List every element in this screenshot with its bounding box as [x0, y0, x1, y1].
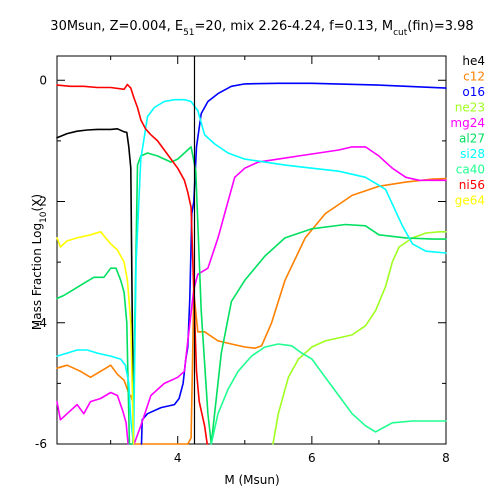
- series-line-he4: [56, 128, 135, 445]
- series-group: [56, 82, 447, 445]
- y-tick-label: -6: [35, 437, 47, 451]
- x-axis-label: M (Msun): [224, 473, 279, 487]
- title-part-end: (fin)=3.98: [407, 19, 473, 34]
- title-part-sub-51: 51: [183, 28, 194, 38]
- series-line-ca40: [210, 343, 447, 445]
- y-axis-label: Mass Fraction Log10(X): [30, 194, 49, 330]
- ticks-group: 4 6 8 -6 -4 -2 0: [35, 56, 450, 465]
- y-axis-label-group: Mass Fraction Log10(X): [30, 194, 49, 330]
- series-line-si28: [56, 98, 447, 445]
- chart-title: 30Msun, Z=0.004, E51=20, mix 2.26-4.24, …: [50, 19, 473, 38]
- legend-entry-si28: si28: [460, 147, 485, 161]
- y-label-part-sub: 10: [39, 211, 49, 223]
- legend-entry-ge64: ge64: [455, 194, 485, 208]
- y-tick-label: -4: [35, 316, 47, 330]
- series-line-ge64: [56, 231, 135, 445]
- series-line-ne23: [272, 231, 447, 445]
- y-tick-label: -2: [35, 195, 47, 209]
- plot-frame: [56, 55, 447, 445]
- y-label-part-end: (X): [30, 194, 44, 212]
- legend-entry-ne23: ne23: [455, 101, 485, 115]
- series-line-ni56: [56, 83, 208, 445]
- x-tick-label: 8: [442, 451, 450, 465]
- series-line-o16: [140, 82, 447, 445]
- x-tick-label: 4: [174, 451, 182, 465]
- series-line-mg24: [56, 146, 447, 445]
- legend-entry-ca40: ca40: [456, 163, 485, 177]
- series-line-al27: [56, 146, 447, 445]
- legend-entry-he4: he4: [462, 54, 485, 68]
- legend-entry-al27: al27: [459, 132, 485, 146]
- legend-entry-ni56: ni56: [459, 178, 485, 192]
- title-part-base: 30Msun, Z=0.004, E: [50, 19, 183, 34]
- x-tick-label: 6: [308, 451, 316, 465]
- legend-entry-c12: c12: [463, 70, 485, 84]
- title-part-mid: =20, mix 2.26-4.24, f=0.13, M: [195, 19, 394, 34]
- y-tick-label: 0: [39, 73, 47, 87]
- legend-entry-o16: o16: [462, 85, 485, 99]
- series-line-c12: [56, 177, 447, 445]
- title-part-sub-cut: cut: [393, 28, 408, 38]
- legend-entry-mg24: mg24: [450, 116, 485, 130]
- y-label-part-base: Mass Fraction Log: [30, 223, 44, 330]
